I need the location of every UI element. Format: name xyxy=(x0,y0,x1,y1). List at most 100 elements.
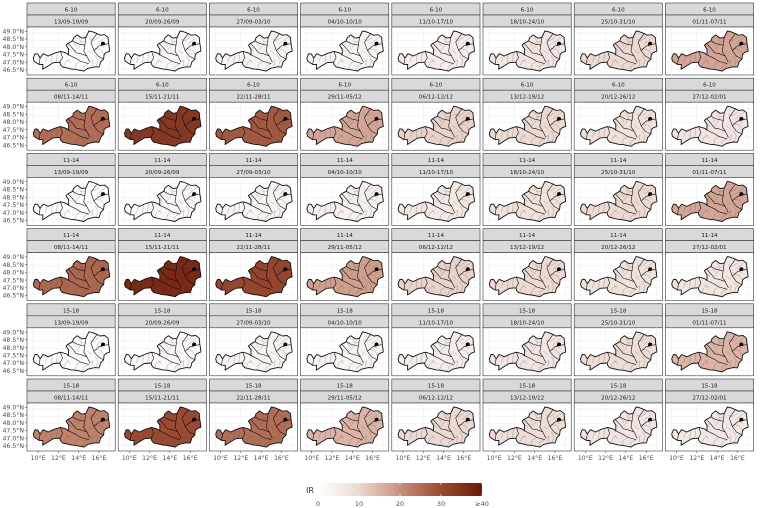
district-border xyxy=(592,281,595,288)
district-border xyxy=(642,48,652,55)
vienna-region xyxy=(556,342,561,347)
district-border xyxy=(735,187,744,195)
district-border xyxy=(712,437,720,446)
district-border xyxy=(454,59,458,67)
state-border xyxy=(174,338,179,357)
austria-map xyxy=(397,105,475,147)
district-border xyxy=(620,117,625,123)
district-border xyxy=(501,281,504,288)
district-border xyxy=(272,435,276,443)
district-border xyxy=(637,210,641,217)
district-border xyxy=(415,430,418,440)
district-border xyxy=(356,439,363,447)
state-border xyxy=(354,279,364,288)
district-border xyxy=(185,355,190,368)
state-border xyxy=(346,115,359,121)
district-border xyxy=(318,131,322,138)
district-border xyxy=(185,55,190,67)
district-border xyxy=(439,61,446,70)
district-border xyxy=(181,37,191,41)
district-border xyxy=(257,42,265,52)
y-tick-label: 47.0°N xyxy=(3,434,25,442)
state-border xyxy=(494,433,497,441)
district-border xyxy=(159,47,163,52)
state-border xyxy=(357,263,361,282)
district-border xyxy=(272,285,276,292)
district-border xyxy=(550,48,561,55)
district-border xyxy=(603,203,605,213)
state-border xyxy=(59,352,63,364)
district-border xyxy=(439,192,447,202)
state-border xyxy=(254,191,268,196)
district-border xyxy=(157,59,162,64)
state-border xyxy=(445,429,455,439)
district-border xyxy=(603,353,605,364)
district-border xyxy=(641,55,646,67)
district-border xyxy=(73,267,77,273)
strip-age-label: 6-10 xyxy=(65,8,78,14)
x-tick-label: 10°E xyxy=(304,454,319,462)
district-border xyxy=(721,364,728,372)
strip-week-label: 08/11-14/11 xyxy=(54,95,89,101)
strip-age-label: 6-10 xyxy=(430,83,443,89)
district-border xyxy=(545,285,550,292)
state-border xyxy=(627,279,638,288)
state-border xyxy=(677,433,679,441)
austria-map xyxy=(124,256,202,298)
region-fill xyxy=(306,180,384,222)
district-border xyxy=(51,280,53,289)
district-border xyxy=(89,435,94,443)
state-border xyxy=(150,427,155,439)
state-border xyxy=(67,419,81,430)
district-border xyxy=(169,336,176,343)
state-border xyxy=(721,338,726,357)
district-border xyxy=(74,117,82,127)
district-border xyxy=(634,351,640,355)
state-border xyxy=(72,40,85,46)
district-border xyxy=(454,435,458,443)
x-tick-label: 10°E xyxy=(31,454,46,462)
strip-age-label: 11-14 xyxy=(610,158,627,164)
district-border xyxy=(94,130,99,142)
state-border xyxy=(174,263,179,282)
strip-age-label: 11-14 xyxy=(519,158,536,164)
district-border xyxy=(530,117,538,127)
state-border xyxy=(59,427,63,439)
district-border xyxy=(634,50,640,54)
strip-week-label: 27/09-03/10 xyxy=(236,170,271,176)
strip-week-label: 20/12-26/12 xyxy=(601,245,635,251)
state-border xyxy=(455,108,463,126)
district-border xyxy=(352,186,359,192)
district-border xyxy=(454,262,464,267)
district-border xyxy=(706,47,711,52)
district-border xyxy=(257,418,265,428)
district-border xyxy=(89,285,94,292)
state-border xyxy=(68,129,89,140)
state-border xyxy=(437,266,450,272)
district-border xyxy=(538,364,545,372)
state-border xyxy=(159,205,181,215)
x-tick-label: 14°E xyxy=(254,454,269,462)
district-border xyxy=(73,418,77,423)
district-border xyxy=(415,54,418,64)
district-border xyxy=(324,280,327,289)
district-border xyxy=(318,55,322,63)
state-border xyxy=(163,191,177,196)
austria-map xyxy=(32,30,111,72)
state-border xyxy=(546,409,554,427)
district-border xyxy=(255,342,260,348)
x-tick-label: 10°E xyxy=(578,454,593,462)
state-border xyxy=(265,187,270,207)
vienna-region xyxy=(647,342,653,347)
vienna-region xyxy=(283,342,288,347)
state-border xyxy=(606,126,611,138)
region-fill xyxy=(671,180,749,222)
district-border xyxy=(94,355,99,368)
state-border xyxy=(586,358,588,366)
district-border xyxy=(625,186,632,192)
